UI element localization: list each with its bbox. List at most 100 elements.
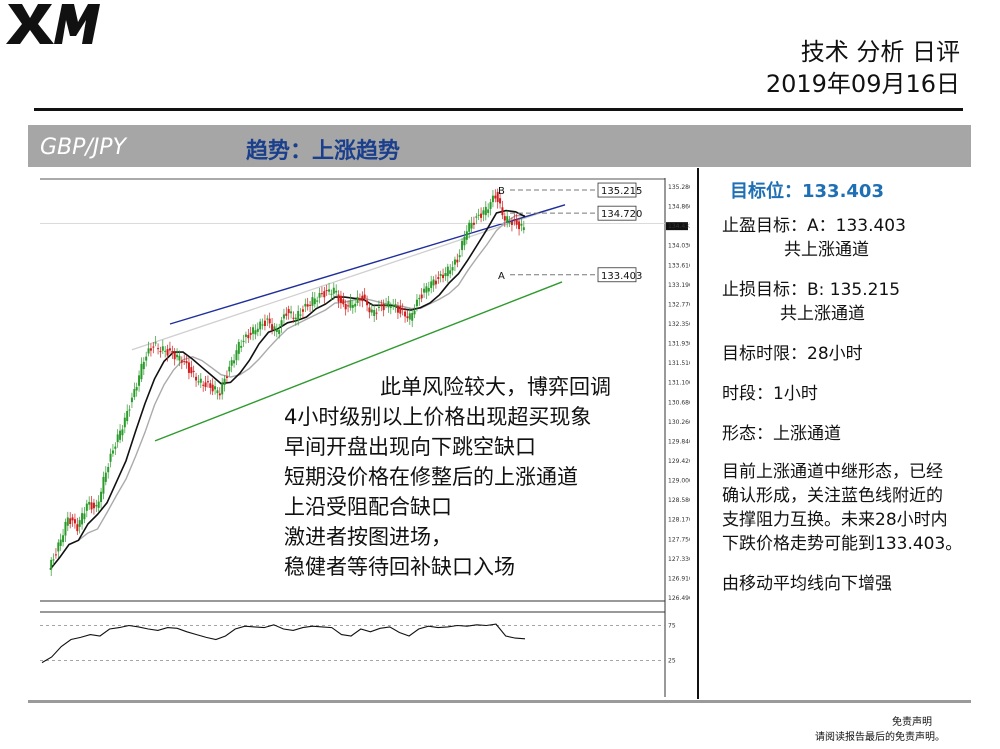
candle-body [244, 334, 247, 337]
candle-body [157, 348, 160, 350]
annotation-line: 激进者按图进场， [284, 525, 452, 549]
candle-body [266, 318, 269, 320]
price-tick-label: 128.580 [668, 497, 690, 504]
candle-body [104, 472, 107, 482]
price-tick-label: 133.190 [668, 282, 690, 289]
indicator-note: 由移动平均线向下增强 [722, 574, 892, 594]
stop-loss-note: 共上涨通道 [780, 304, 865, 324]
candle-body [287, 309, 290, 314]
candle-body [145, 356, 148, 361]
candle-body [138, 375, 141, 386]
candle-body [444, 273, 447, 276]
oscillator-level-label: 75 [668, 623, 676, 630]
candle-body [81, 513, 84, 525]
svg-text:XM: XM [64, 29, 66, 31]
panel-divider [697, 168, 699, 699]
candle-body [199, 378, 202, 383]
candle-body [439, 274, 442, 276]
candle-body [140, 363, 143, 380]
candle-body [176, 354, 179, 358]
pattern: 形态：上涨通道 [722, 424, 841, 444]
annotation-line: 上沿受阻配合缺口 [284, 495, 452, 519]
candle-body [180, 360, 183, 363]
candle-body [373, 309, 376, 317]
candle-body [107, 466, 110, 473]
candle-body [164, 350, 167, 352]
candle-body [88, 501, 91, 505]
candle-body [396, 305, 399, 313]
candle-body [261, 324, 264, 326]
candle-body [363, 294, 366, 299]
target-price: 目标位：133.403 [730, 181, 884, 202]
xm-logo: XM [6, 4, 100, 44]
chart-plot-area [40, 178, 665, 697]
candle-body [130, 397, 133, 403]
level-label-box [597, 182, 637, 198]
candle-body [142, 361, 145, 370]
candle-body [458, 255, 461, 258]
candle-body [370, 309, 373, 313]
candle-body [394, 304, 397, 308]
candle-body [233, 360, 236, 364]
candle-body [192, 370, 195, 372]
candle-body [418, 297, 421, 300]
price-tick-label: 128.170 [668, 517, 690, 524]
candle-body [380, 305, 383, 307]
candle-body [499, 198, 502, 204]
moving-averages [49, 209, 526, 571]
price-tick-label: 126.910 [668, 575, 690, 582]
price-tick-label: 129.840 [668, 438, 690, 445]
candle-body [415, 299, 418, 307]
level-name: B [498, 186, 505, 197]
annotation-line: 短期没价格在修整后的上涨通道 [284, 465, 578, 489]
candle-body [489, 202, 492, 209]
candle-body [171, 350, 174, 354]
candle-body [252, 327, 255, 334]
oscillator-pane: 75 25 [40, 623, 676, 665]
candle-body [361, 295, 364, 302]
candle-body [102, 476, 105, 494]
candle-body [161, 346, 164, 351]
candle-body [513, 219, 516, 221]
level-label-box [597, 205, 637, 221]
candle-body [399, 306, 402, 314]
candle-body [97, 501, 100, 508]
candle-body [228, 366, 231, 372]
candle-body [76, 524, 79, 532]
candle-body [465, 231, 468, 240]
candle-body [166, 349, 169, 356]
candle-body [304, 303, 307, 307]
candle-body [299, 314, 302, 316]
candle-body [477, 214, 480, 216]
candle-body [240, 345, 243, 348]
candle-body [434, 280, 437, 285]
candle-body [368, 307, 371, 313]
candle-body [135, 387, 138, 391]
price-tick-label: 134.860 [668, 204, 690, 211]
price-tick-label: 130.680 [668, 399, 690, 406]
analysis-line: 确认形成，关注蓝色线附近的 [722, 486, 943, 506]
candle-body [425, 286, 428, 293]
candle-body [420, 294, 423, 299]
candle-body [173, 352, 176, 360]
candle-body [71, 517, 74, 521]
candle-body [487, 209, 490, 213]
candle-body [209, 383, 212, 388]
candle-body [351, 305, 354, 308]
candle-body [50, 559, 53, 570]
candle-body [432, 279, 435, 286]
candle-body [484, 206, 487, 216]
annotation-line: 早间开盘出现向下跳空缺口 [284, 435, 536, 459]
candle-body [211, 384, 214, 392]
instrument-banner: GBP/JPY 趋势：上涨趋势 [28, 125, 971, 167]
candle-body [408, 313, 411, 320]
candle-body [468, 222, 471, 232]
candle-body [382, 303, 385, 311]
price-tick-label: 134.030 [668, 243, 690, 250]
candle-body [73, 519, 76, 524]
candle-body [354, 303, 357, 307]
candle-body [522, 227, 525, 231]
candle-body [389, 306, 392, 308]
candle-body [52, 559, 55, 561]
candle-body [453, 259, 456, 265]
